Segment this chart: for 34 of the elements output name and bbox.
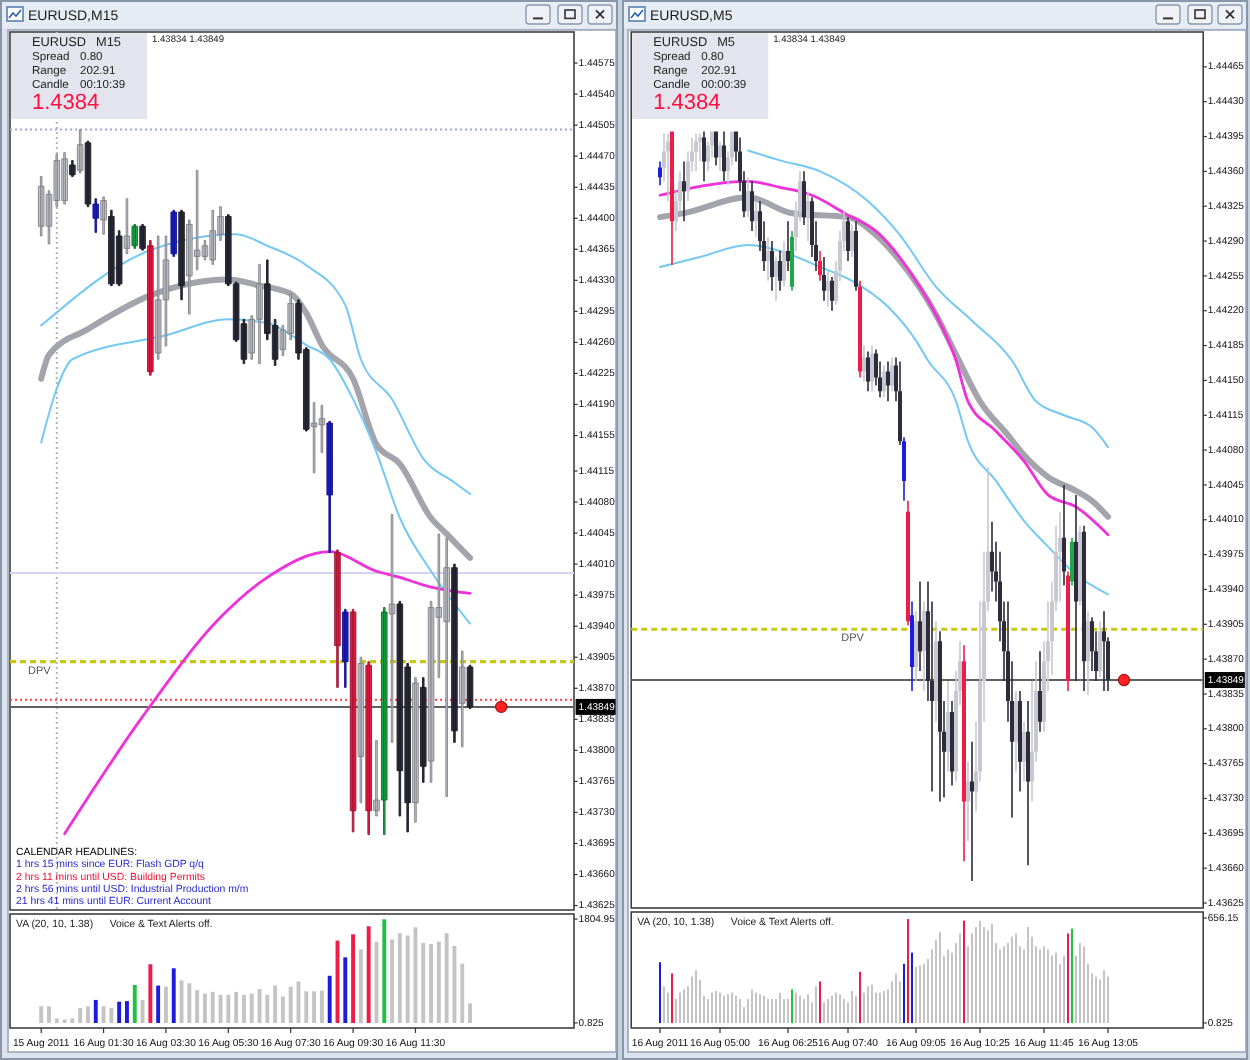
candlestick xyxy=(682,161,686,222)
candlestick xyxy=(826,270,830,307)
line-series xyxy=(63,550,472,836)
candlestick xyxy=(388,514,396,743)
candlestick xyxy=(766,237,770,281)
candlestick xyxy=(256,263,263,365)
candlestick xyxy=(458,650,466,748)
candlestick xyxy=(373,740,380,817)
candlestick xyxy=(1102,611,1106,691)
candlestick xyxy=(970,741,974,882)
candlestick xyxy=(754,201,758,238)
line-series xyxy=(40,233,472,496)
annotation: 1.4384 xyxy=(32,90,100,115)
candlestick xyxy=(666,133,670,202)
candlestick xyxy=(966,761,970,842)
line-series xyxy=(40,318,472,625)
line-series xyxy=(747,149,1109,449)
candlestick xyxy=(1074,494,1078,682)
candlestick xyxy=(92,198,100,233)
line-series xyxy=(38,276,474,561)
annotation: 1.4384 xyxy=(653,90,721,115)
candlestick xyxy=(774,256,778,301)
candlestick xyxy=(310,402,318,474)
candlestick xyxy=(822,256,826,301)
candlestick xyxy=(886,361,890,402)
candlestick xyxy=(154,235,162,360)
line-series xyxy=(659,244,1109,596)
candlestick xyxy=(694,133,698,172)
candlestick xyxy=(806,191,810,242)
candlestick xyxy=(918,581,922,672)
candlestick xyxy=(1026,700,1030,866)
candlestick xyxy=(786,221,790,271)
candlestick xyxy=(443,537,450,797)
candlestick xyxy=(1062,484,1066,586)
